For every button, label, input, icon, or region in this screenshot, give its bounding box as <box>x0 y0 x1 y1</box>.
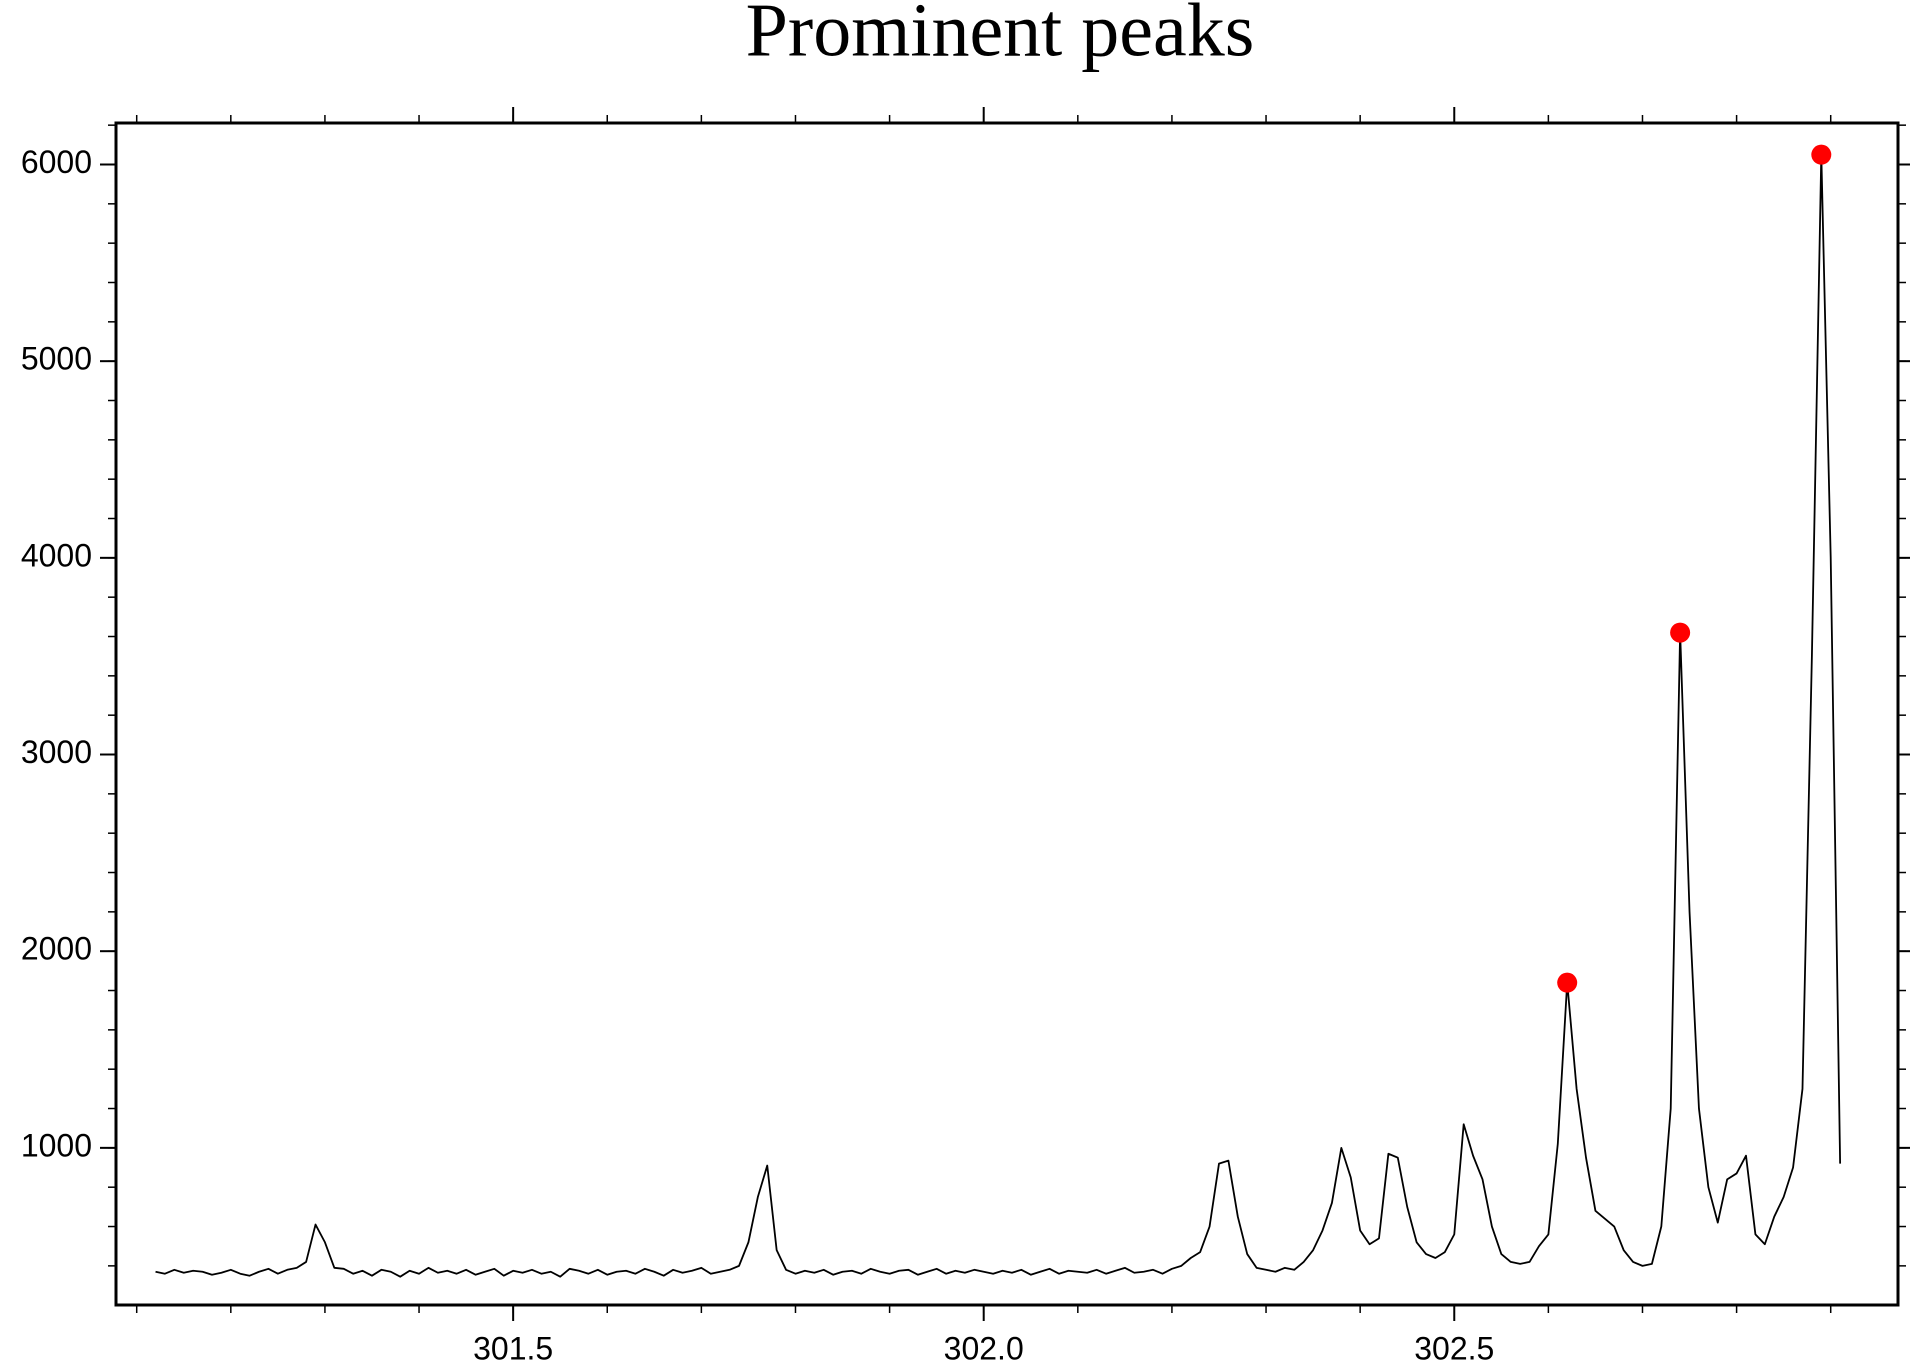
x-tick-label: 302.5 <box>1414 1330 1494 1366</box>
peak-marker <box>1557 972 1578 993</box>
peak-marker <box>1811 144 1832 165</box>
peak-marker <box>1670 622 1691 643</box>
y-tick-label: 1000 <box>21 1127 92 1163</box>
x-tick-label: 301.5 <box>473 1330 553 1366</box>
data-line <box>155 153 1842 1278</box>
y-tick-label: 4000 <box>21 537 92 573</box>
plot-frame <box>114 121 1900 1307</box>
y-tick-label: 6000 <box>21 144 92 180</box>
chart-title: Prominent peaks <box>746 0 1255 72</box>
y-tick-label: 5000 <box>21 341 92 377</box>
y-tick-label: 3000 <box>21 734 92 770</box>
y-tick-label: 2000 <box>21 931 92 967</box>
x-tick-label: 302.0 <box>944 1330 1024 1366</box>
